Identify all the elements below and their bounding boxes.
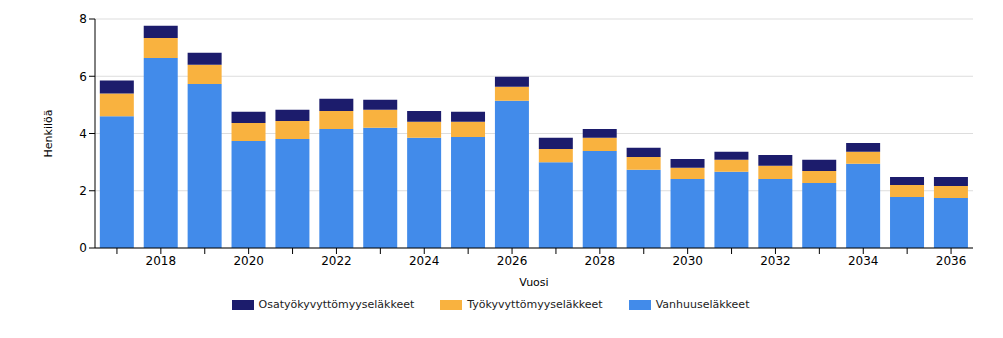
- html-text:Työkyvyttömyyseläkkeet: Työkyvyttömyyseläkkeet: [467, 298, 603, 311]
- svg-text:6: 6: [79, 70, 87, 84]
- html-text:Vanhuuseläkkeet: Vanhuuseläkkeet: [655, 298, 750, 311]
- svg-text:2: 2: [79, 184, 87, 198]
- svg-text:2024: 2024: [409, 254, 440, 268]
- svg-text:2020: 2020: [233, 254, 264, 268]
- svg-text:2022: 2022: [321, 254, 352, 268]
- svg-text:2034: 2034: [848, 254, 879, 268]
- svg-text:2030: 2030: [672, 254, 703, 268]
- svg-text:2026: 2026: [497, 254, 528, 268]
- svg-text:4: 4: [79, 127, 87, 141]
- html-text:Osatyökyvyttömyyseläkkeet: Osatyökyvyttömyyseläkkeet: [258, 298, 415, 311]
- svg-text:2036: 2036: [936, 254, 967, 268]
- svg-text:Henkilöä: Henkilöä: [42, 110, 55, 158]
- svg-text:8: 8: [79, 12, 87, 26]
- svg-text:Vuosi: Vuosi: [519, 276, 548, 289]
- svg-text:2018: 2018: [146, 254, 177, 268]
- svg-text:2028: 2028: [585, 254, 616, 268]
- svg-text:0: 0: [79, 241, 87, 255]
- svg-text:2032: 2032: [760, 254, 791, 268]
